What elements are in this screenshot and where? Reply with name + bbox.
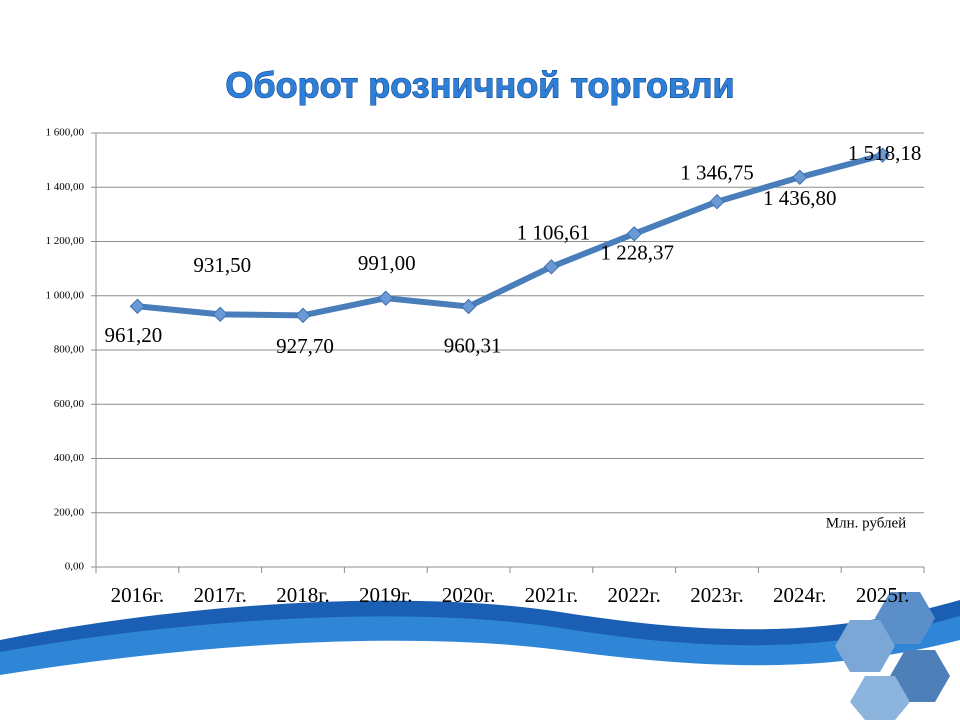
x-tick-label: 2025г. xyxy=(856,583,910,607)
data-point xyxy=(460,298,477,315)
y-tick-label: 1 200,00 xyxy=(46,235,85,247)
value-label: 931,50 xyxy=(193,253,251,277)
hexagon-decoration xyxy=(835,592,950,720)
value-label: 1 436,80 xyxy=(763,186,837,210)
y-tick-label: 1 600,00 xyxy=(46,127,85,139)
y-tick-label: 200,00 xyxy=(54,506,85,518)
data-point xyxy=(543,259,560,275)
value-label: 927,70 xyxy=(276,334,334,358)
value-label: 1 518,18 xyxy=(848,141,922,165)
value-label: 1 346,75 xyxy=(680,161,754,185)
x-tick-label: 2024г. xyxy=(773,583,827,607)
x-tick-label: 2022г. xyxy=(607,583,661,607)
data-point xyxy=(295,307,311,324)
data-point xyxy=(212,306,228,323)
data-point xyxy=(792,169,808,185)
x-tick-label: 2018г. xyxy=(276,583,330,607)
x-tick-label: 2021г. xyxy=(525,583,579,607)
value-label: 961,20 xyxy=(105,323,163,347)
y-tick-label: 1 400,00 xyxy=(46,181,85,193)
value-label: 1 106,61 xyxy=(517,221,591,245)
y-tick-label: 400,00 xyxy=(54,452,85,464)
y-tick-label: 1 000,00 xyxy=(46,289,85,301)
value-label: 960,31 xyxy=(444,333,502,357)
value-label: 991,00 xyxy=(358,251,416,275)
data-point xyxy=(129,298,146,314)
y-tick-label: 0,00 xyxy=(65,561,85,573)
x-tick-label: 2017г. xyxy=(193,583,247,607)
value-label: 1 228,37 xyxy=(600,241,674,265)
data-point xyxy=(874,147,891,163)
y-tick-label: 800,00 xyxy=(54,344,85,356)
x-tick-label: 2023г. xyxy=(690,583,744,607)
chart-title: Оборот розничной торговли xyxy=(225,65,734,106)
x-tick-label: 2019г. xyxy=(359,583,413,607)
data-point xyxy=(378,290,394,306)
y-tick-label: 600,00 xyxy=(54,398,85,410)
data-point xyxy=(626,226,642,242)
x-tick-label: 2020г. xyxy=(442,583,496,607)
data-line xyxy=(137,152,884,319)
x-tick-label: 2016г. xyxy=(111,583,165,607)
data-point xyxy=(709,193,725,210)
unit-annotation: Млн. рублей xyxy=(826,515,906,531)
wave-decoration xyxy=(0,640,960,720)
